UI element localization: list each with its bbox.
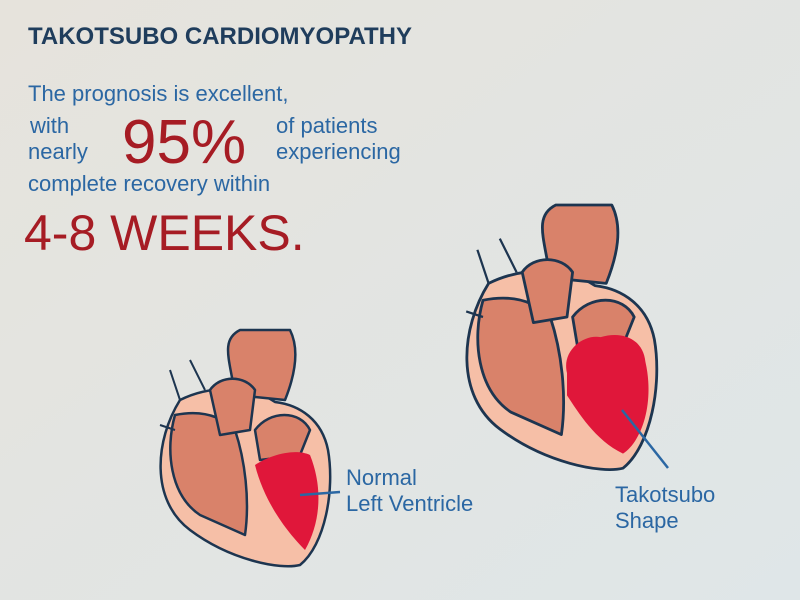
statement-line: complete recovery within	[28, 171, 270, 196]
statement-word: of patients	[276, 113, 378, 138]
pointer-line	[299, 490, 341, 497]
percent: 95%	[122, 108, 246, 177]
statement-word: with	[29, 113, 69, 138]
label: Shape	[615, 508, 679, 533]
title: TAKOTSUBO CARDIOMYOPATHY	[28, 23, 412, 50]
label: Takotsubo	[615, 482, 715, 507]
vessel-lines	[465, 238, 518, 319]
statement-word: nearly	[28, 139, 88, 164]
takotsubo-heart	[465, 203, 659, 471]
vessel-lines	[159, 359, 206, 431]
atrium	[520, 258, 575, 325]
label: Normal	[346, 465, 417, 490]
pointer-line	[621, 409, 669, 469]
left-atrium	[253, 413, 312, 462]
statement-line: The prognosis is excellent,	[28, 81, 288, 106]
ballooned-ventricle	[566, 334, 649, 454]
normal-heart	[159, 328, 332, 568]
right-ventricle	[169, 411, 249, 537]
statement-word: experiencing	[276, 139, 401, 164]
left-ventricle	[255, 452, 319, 550]
atrium	[208, 377, 257, 437]
label: Left Ventricle	[346, 491, 473, 516]
duration: 4-8 WEEKS.	[24, 205, 305, 261]
